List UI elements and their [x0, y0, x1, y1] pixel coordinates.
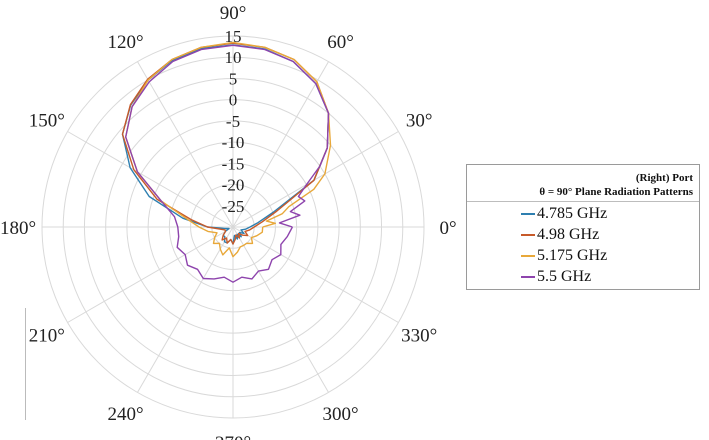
grid-spoke — [67, 131, 234, 228]
angular-tick-label: 90° — [220, 3, 247, 24]
grid-spoke — [232, 61, 329, 228]
left-rule — [25, 308, 26, 420]
radial-tick-label: 5 — [229, 69, 238, 88]
angular-tick-label: 180° — [0, 218, 36, 239]
angular-tick-label: 330° — [401, 326, 437, 347]
angular-tick-label: 210° — [29, 326, 65, 347]
grid-spoke — [232, 131, 399, 228]
angular-tick-labels: 0° 30° 60° 90° 120° 150° 180° 210° 240° 270° 300° 3… — [0, 3, 457, 440]
radial-tick-label: 10 — [225, 48, 242, 67]
legend-label: 5.5 GHz — [537, 267, 592, 285]
radial-tick-labels: 15 10 5 0 -5 -10 -15 -20 -25 — [222, 27, 245, 216]
legend-swatch — [521, 233, 535, 236]
grid-spokes — [42, 36, 424, 418]
angular-tick-label: 120° — [107, 32, 143, 53]
radial-tick-label: 0 — [229, 91, 238, 110]
legend-item: 5.175 GHz — [521, 245, 607, 266]
series-line-3 — [125, 44, 330, 283]
legend-title-plane: θ = 90° Plane Radiation Patterns — [539, 186, 693, 198]
radial-tick-label: -15 — [222, 154, 245, 173]
legend-item: 4.98 GHz — [521, 224, 607, 245]
radial-tick-label: -25 — [222, 197, 245, 216]
series-line-2 — [125, 41, 332, 258]
legend-divider — [467, 201, 699, 202]
angular-tick-label: 60° — [327, 32, 354, 53]
legend-item: 4.785 GHz — [521, 203, 607, 224]
legend-swatch — [521, 254, 535, 257]
legend-label: 5.175 GHz — [537, 246, 608, 264]
angular-tick-label: 240° — [107, 404, 143, 425]
radial-tick-label: -10 — [222, 133, 245, 152]
legend: (Right) Port θ = 90° Plane Radiation Pat… — [466, 164, 700, 290]
angular-tick-label: 0° — [439, 218, 456, 239]
legend-item: 5.5 GHz — [521, 266, 607, 287]
grid-spoke — [232, 226, 329, 393]
radial-tick-label: -20 — [222, 176, 245, 195]
legend-swatch — [521, 275, 535, 278]
series-layer — [121, 41, 332, 283]
angular-tick-label: 270° — [215, 433, 251, 440]
legend-swatch — [521, 212, 535, 215]
radial-tick-label: 15 — [225, 27, 242, 46]
legend-items: 4.785 GHz 4.98 GHz 5.175 GHz 5.5 GHz — [521, 203, 607, 287]
grid-spoke — [67, 226, 234, 323]
grid-spoke — [137, 61, 234, 228]
grid-spoke — [137, 226, 234, 393]
radial-tick-label: -5 — [226, 112, 240, 131]
grid-spoke — [232, 226, 399, 323]
legend-title-port: (Right) Port — [635, 172, 693, 184]
angular-tick-label: 300° — [322, 404, 358, 425]
legend-label: 4.98 GHz — [537, 225, 600, 243]
legend-label: 4.785 GHz — [537, 204, 608, 222]
angular-tick-label: 150° — [29, 111, 65, 132]
angular-tick-label: 30° — [406, 111, 433, 132]
